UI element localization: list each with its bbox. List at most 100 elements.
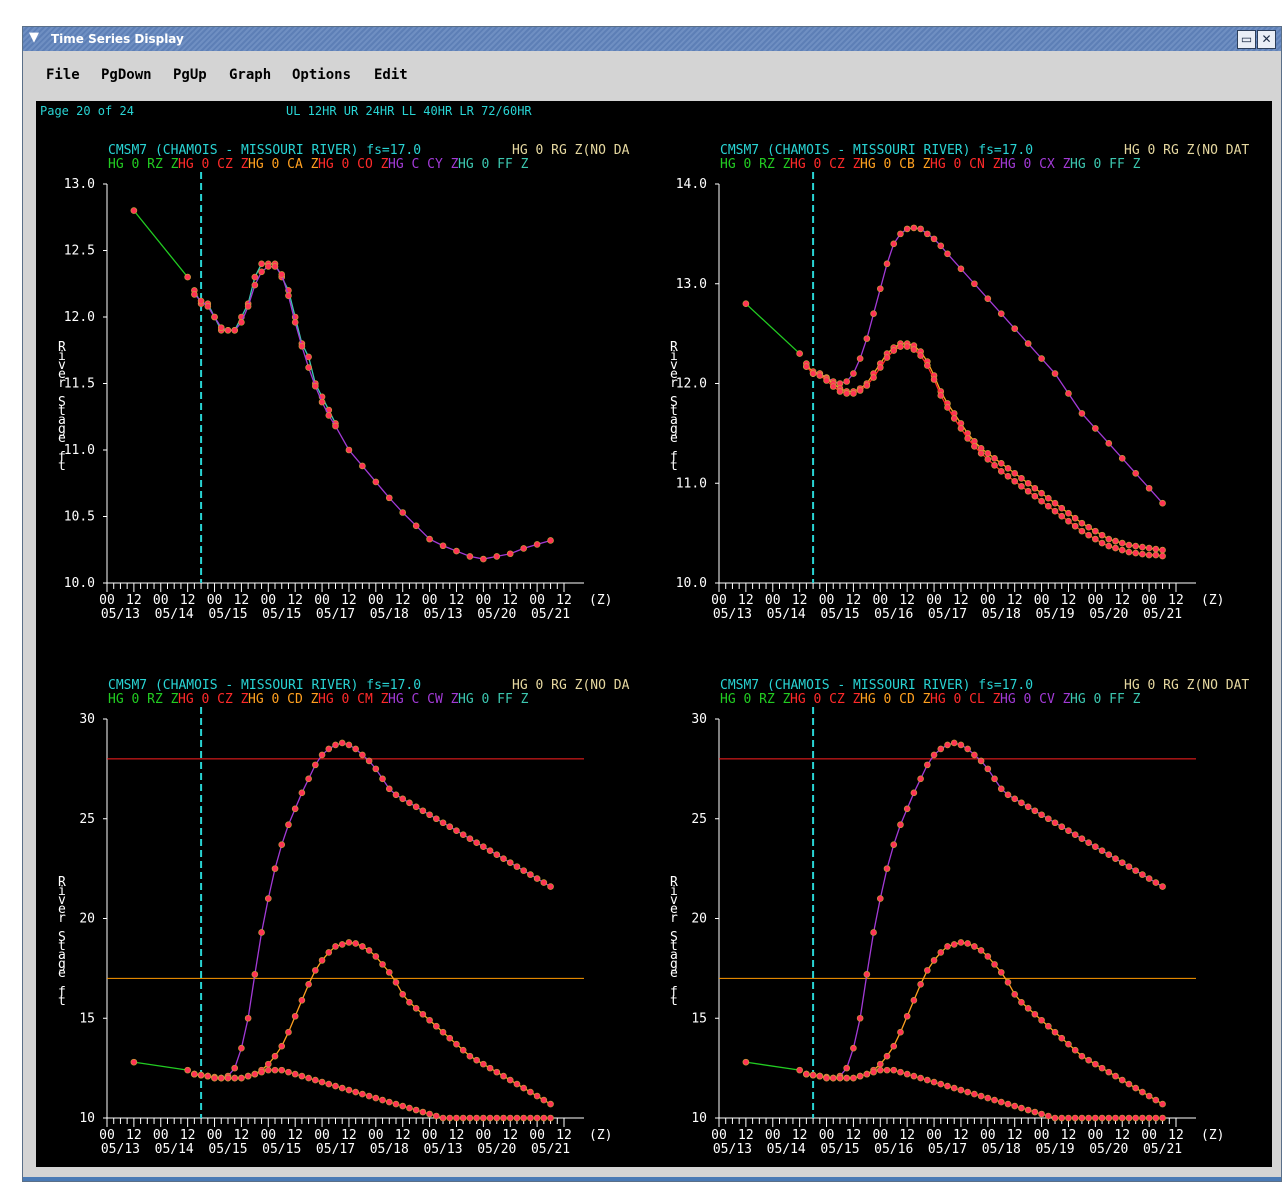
x-tick-label: 12	[126, 1128, 142, 1143]
data-point	[1072, 832, 1078, 838]
data-point	[1072, 1047, 1078, 1053]
data-point	[965, 746, 971, 752]
data-point	[897, 231, 903, 237]
data-point	[884, 261, 890, 267]
data-point	[427, 1111, 433, 1117]
x-tick-label: 00	[368, 1128, 384, 1143]
menu-file[interactable]: File	[46, 67, 80, 83]
data-point	[1059, 1115, 1065, 1121]
data-point	[1005, 979, 1011, 985]
y-axis-label-char: e	[670, 966, 678, 981]
data-point	[299, 343, 305, 349]
title-bar[interactable]: ▼ Time Series Display ▭ ✕	[23, 27, 1281, 51]
data-point	[359, 463, 365, 469]
data-point	[897, 822, 903, 828]
data-point	[373, 1095, 379, 1101]
data-point	[501, 1073, 507, 1079]
y-tick-label: 11.0	[64, 443, 95, 458]
x-date-label: 05/15	[820, 1142, 859, 1157]
data-point	[131, 208, 137, 214]
x-tick-label: 00	[476, 1128, 492, 1143]
data-point	[877, 896, 883, 902]
data-point	[527, 1089, 533, 1095]
x-tick-label: 12	[556, 593, 572, 608]
series-line	[194, 743, 550, 1078]
data-point	[185, 1067, 191, 1073]
data-point	[904, 806, 910, 812]
data-point	[1160, 1115, 1166, 1121]
close-button[interactable]: ✕	[1257, 30, 1276, 49]
data-point	[1119, 860, 1125, 866]
data-point	[306, 776, 312, 782]
legend-entry: HG 0 CZ Z	[790, 157, 861, 172]
data-point	[877, 1061, 883, 1067]
legend-entry: HG 0 FF Z	[1070, 692, 1141, 707]
data-point	[285, 293, 291, 299]
series-line	[134, 1062, 188, 1070]
data-point	[877, 286, 883, 292]
data-point	[507, 1115, 513, 1121]
x-tick-label: 00	[368, 593, 384, 608]
menu-graph[interactable]: Graph	[229, 67, 271, 83]
x-tick-label: 12	[180, 593, 196, 608]
data-point	[1012, 991, 1018, 997]
x-date-label: 05/21	[531, 607, 570, 622]
data-point	[487, 1115, 493, 1121]
data-point	[460, 1115, 466, 1121]
data-point	[406, 1105, 412, 1111]
data-point	[924, 967, 930, 973]
x-tick-label: 00	[980, 593, 996, 608]
series-line	[194, 264, 335, 424]
data-point	[433, 1113, 439, 1119]
data-point	[447, 1115, 453, 1121]
menu-options[interactable]: Options	[292, 67, 351, 83]
y-axis-label-char: t	[58, 994, 66, 1009]
window-menu-icon[interactable]: ▼	[29, 30, 39, 45]
data-point	[447, 1035, 453, 1041]
data-point	[319, 752, 325, 758]
data-point	[131, 1059, 137, 1065]
data-point	[272, 1067, 278, 1073]
data-point	[1146, 545, 1152, 551]
menu-pgup[interactable]: PgUp	[173, 67, 207, 83]
data-point	[1079, 1053, 1085, 1059]
series-line	[746, 304, 800, 354]
data-point	[353, 1089, 359, 1095]
data-point	[1106, 440, 1112, 446]
menu-pgdown[interactable]: PgDown	[101, 67, 152, 83]
data-point	[272, 866, 278, 872]
y-tick-label: 10	[691, 1111, 707, 1126]
data-point	[938, 392, 944, 398]
x-tick-label: 00	[153, 1128, 169, 1143]
data-point	[817, 1073, 823, 1079]
data-point	[1065, 518, 1071, 524]
data-point	[238, 1075, 244, 1081]
data-point	[1039, 1111, 1045, 1117]
data-point	[205, 1073, 211, 1079]
data-point	[514, 864, 520, 870]
x-date-label: 05/13	[423, 1142, 462, 1157]
data-point	[958, 1087, 964, 1093]
y-tick-label: 10.0	[64, 576, 95, 591]
minimize-button[interactable]: ▭	[1237, 30, 1256, 49]
x-date-label: 05/20	[1089, 1142, 1128, 1157]
data-point	[393, 1101, 399, 1107]
data-point	[1052, 508, 1058, 514]
data-point	[1092, 1115, 1098, 1121]
y-tick-label: 10.0	[676, 576, 707, 591]
x-axis-unit: (Z)	[589, 1128, 612, 1143]
x-tick-label: 12	[287, 1128, 303, 1143]
data-point	[1119, 540, 1125, 546]
data-point	[1092, 536, 1098, 542]
series-line	[806, 942, 1162, 1104]
y-axis-label-char: r	[670, 911, 678, 926]
x-tick-label: 00	[1034, 1128, 1050, 1143]
data-point	[918, 981, 924, 987]
menu-edit[interactable]: Edit	[374, 67, 408, 83]
x-tick-label: 12	[449, 1128, 465, 1143]
data-point	[884, 866, 890, 872]
data-point	[871, 929, 877, 935]
data-point	[797, 351, 803, 357]
data-point	[191, 1071, 197, 1077]
chart-title: CMSM7 (CHAMOIS - MISSOURI RIVER) fs=17.0	[108, 143, 421, 158]
